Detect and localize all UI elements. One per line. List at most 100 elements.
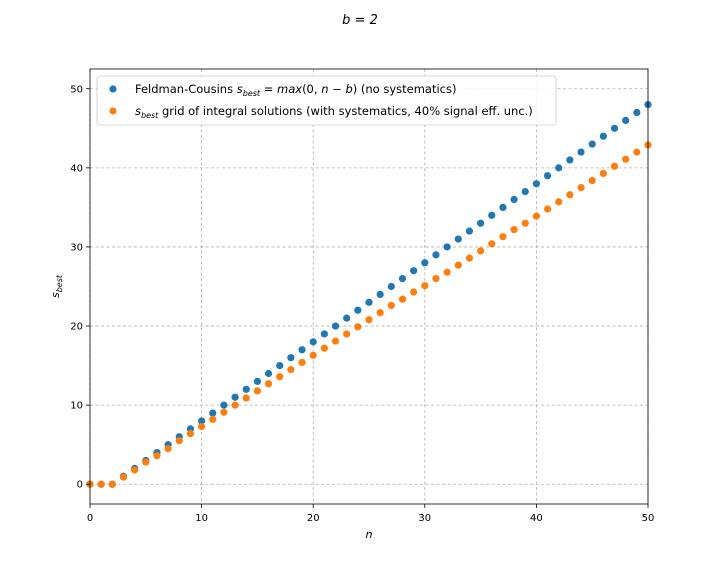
series-1-point <box>376 290 384 299</box>
series-1-point <box>421 259 429 267</box>
series-1-point <box>298 346 306 354</box>
series-1-point <box>499 203 507 212</box>
series-2-point <box>264 380 273 388</box>
series-2-point <box>588 176 596 185</box>
axis-ticks: 0 10 20 30 40 50 0 10 20 30 40 50 <box>70 84 654 524</box>
series-1-point <box>588 140 596 148</box>
series-2-point <box>465 254 474 262</box>
axis-labels: n sbest <box>49 274 373 541</box>
series-1-point <box>633 108 641 117</box>
series-2-point <box>398 295 407 303</box>
series-1-point <box>220 401 228 409</box>
y-tick-label: 50 <box>70 84 83 95</box>
series-2-point <box>209 415 217 423</box>
legend-entry-2: sbest grid of integral solutions (with s… <box>135 104 533 120</box>
series-1-point <box>276 361 284 370</box>
chart-title: b = 2 <box>342 13 378 28</box>
series-1-point <box>264 369 273 378</box>
series-1-point <box>622 116 630 125</box>
series-1-point <box>309 338 317 346</box>
y-tick-label: 10 <box>70 401 83 412</box>
series-2-point <box>577 184 585 192</box>
grid-lines <box>89 69 649 504</box>
series-1-point <box>488 211 496 219</box>
series-1-point <box>566 156 574 164</box>
series-2-point <box>599 169 607 177</box>
series-1-point <box>410 267 418 275</box>
series-1-point <box>465 227 474 235</box>
series-1-point <box>577 148 585 156</box>
series-1-point <box>610 124 619 132</box>
x-tick-label: 30 <box>418 513 431 524</box>
series-2-point <box>309 351 317 359</box>
series-2-point <box>354 323 362 331</box>
legend-box <box>96 75 557 126</box>
series-2-point <box>387 301 395 310</box>
series-1-point <box>398 274 407 283</box>
legend-marker <box>109 85 117 93</box>
series-1-point <box>555 164 563 172</box>
series-2-point <box>231 401 239 409</box>
series-2-point <box>220 408 228 416</box>
series-2-point <box>131 466 139 474</box>
chart-title-text: b = 2 <box>342 13 378 28</box>
series-2-point <box>521 219 529 227</box>
series-1-point <box>599 132 607 140</box>
series-2-point <box>633 148 641 156</box>
series-2-point <box>164 445 172 453</box>
series-2-point <box>610 162 619 170</box>
series-2-point <box>276 373 284 381</box>
x-tick-label: 0 <box>87 513 93 524</box>
series-1-point <box>331 322 340 330</box>
series-1-point <box>532 180 541 188</box>
series-1-point <box>365 298 373 306</box>
series-1-point <box>242 385 250 393</box>
series-2-point <box>331 337 340 345</box>
y-axis-label: sbest <box>49 274 64 298</box>
series-2-point <box>410 288 418 296</box>
series-2-point <box>555 198 563 206</box>
series-2-point <box>186 430 195 438</box>
series-2-point <box>153 452 161 460</box>
series-1-point <box>354 306 362 314</box>
x-tick-label: 40 <box>530 513 543 524</box>
series-2-point <box>543 205 552 213</box>
series-2-point <box>510 225 518 234</box>
x-axis-label: n <box>366 528 373 541</box>
series-2-point <box>97 480 105 488</box>
series-1-point <box>320 330 328 338</box>
data-points <box>86 100 652 488</box>
y-tick-label: 0 <box>77 480 83 491</box>
plot-frame <box>89 68 649 505</box>
series-1-point <box>198 417 206 425</box>
series-2-point <box>365 316 373 324</box>
series-1-point <box>231 393 239 401</box>
series-2-point <box>477 247 485 255</box>
y-tick-label: 20 <box>70 322 83 333</box>
series-2-point <box>566 191 574 199</box>
series-2-point <box>198 422 206 431</box>
series-1-point <box>477 219 485 227</box>
x-tick-label: 10 <box>195 513 208 524</box>
series-2-point <box>443 268 451 276</box>
series-2-point <box>622 155 630 163</box>
series-2-point <box>175 437 183 445</box>
series-2-point <box>376 309 384 317</box>
series-2-point <box>454 261 462 269</box>
series-1-point <box>209 409 217 417</box>
series-1-point <box>443 243 451 251</box>
series-2-point <box>287 365 295 374</box>
y-tick-label: 40 <box>70 163 83 174</box>
series-2-point <box>242 394 250 402</box>
legend: Feldman-Cousins sbest = max(0, n − b) (n… <box>96 75 557 126</box>
y-tick-label: 30 <box>70 242 83 253</box>
series-2-point <box>532 212 541 220</box>
x-tick-label: 50 <box>642 513 655 524</box>
series-2-point <box>320 344 328 352</box>
series-2-point <box>488 240 496 248</box>
series-1-point <box>343 314 351 322</box>
series-1-point <box>253 377 261 386</box>
series-1-point <box>387 282 395 291</box>
series-1-point <box>543 172 552 180</box>
legend-entry-1: Feldman-Cousins sbest = max(0, n − b) (n… <box>135 82 457 98</box>
